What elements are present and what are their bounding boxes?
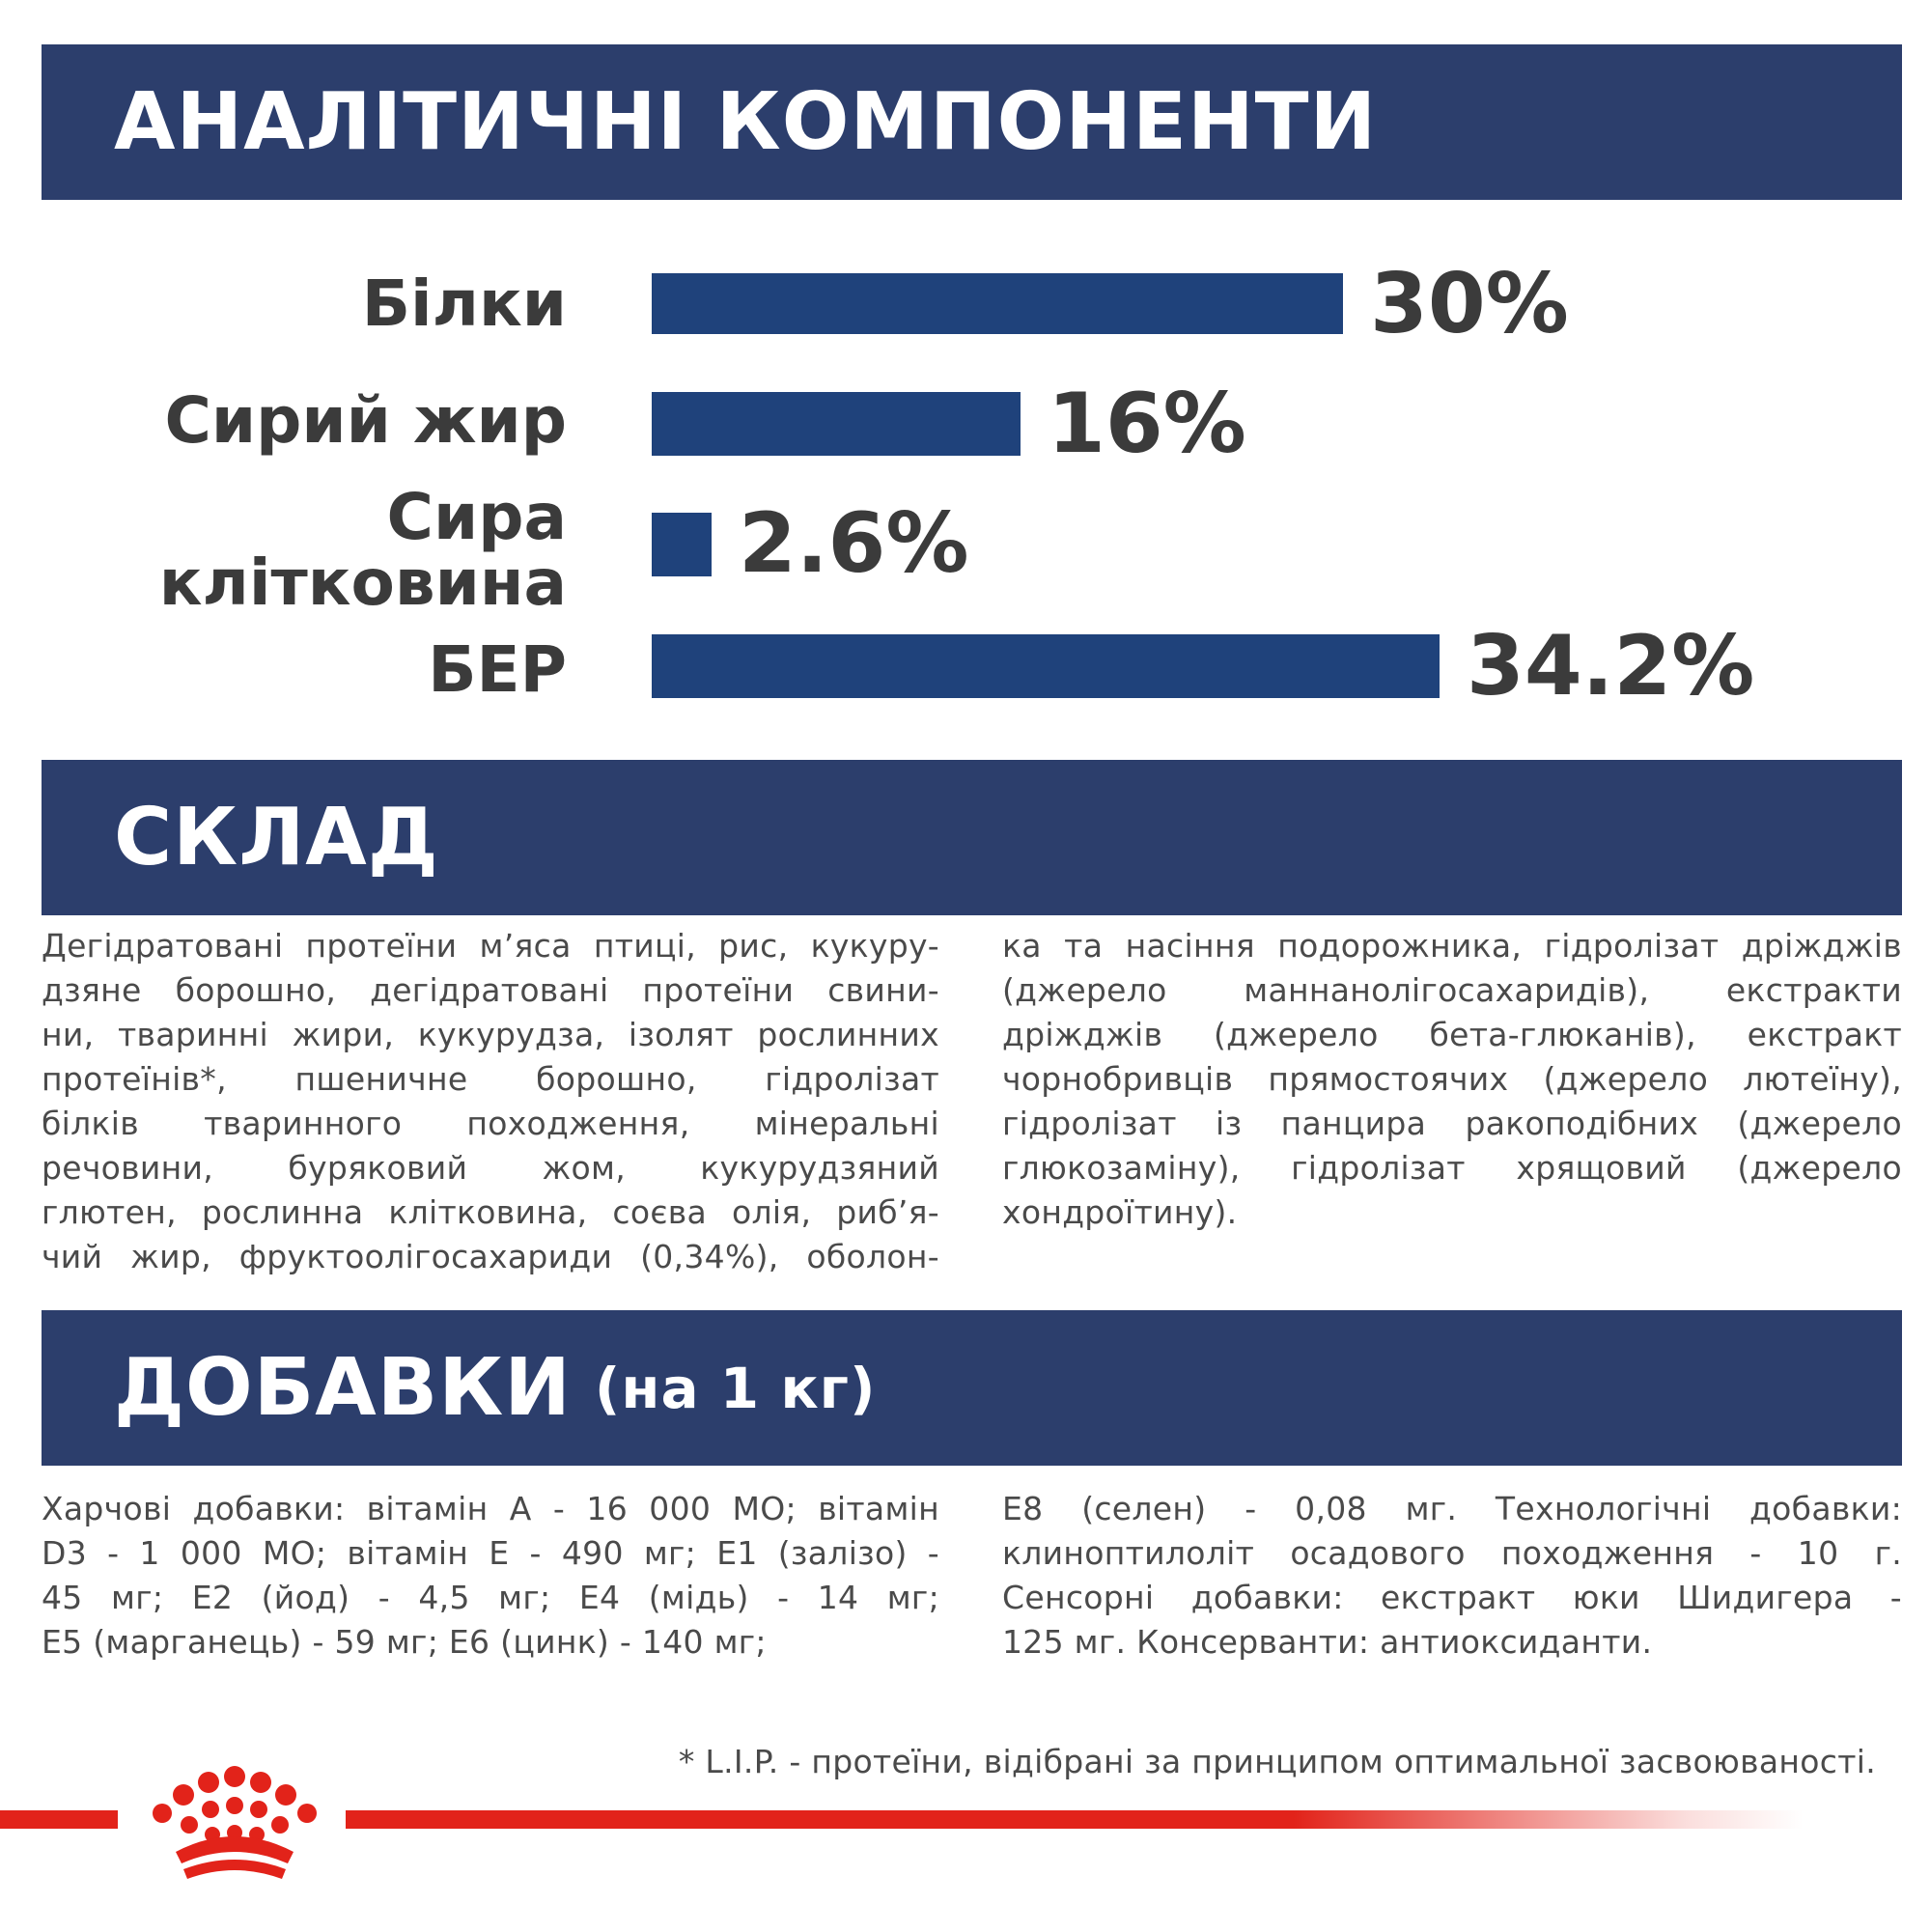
brand-line-right	[346, 1810, 1804, 1829]
text-line: дзяне борошно, дегідратовані протеїни св…	[42, 971, 939, 1009]
text-line: гідролізат із панцира ракоподібних (джер…	[1002, 1105, 1902, 1142]
footnote: * L.I.P. - протеїни, відібрані за принци…	[678, 1743, 1876, 1780]
text-line: протеїнів*, пшеничне борошно, гідролізат	[42, 1060, 939, 1098]
row-label-fat: Сирий жир	[164, 388, 567, 454]
text-line: ни, тваринні жири, кукурудза, ізолят рос…	[42, 1016, 939, 1053]
text-line: дріжджів (джерело бета-глюканів), екстра…	[1002, 1016, 1902, 1053]
composition-text-right: ка та насіння подорожника, гідролізат др…	[1002, 924, 1902, 1235]
crown-icon	[153, 1766, 317, 1879]
text-line: (джерело маннанолігосахаридів), екстракт…	[1002, 971, 1902, 1009]
additives-text-right: Е8 (селен) - 0,08 мг. Технологічні добав…	[1002, 1487, 1902, 1665]
text-line: чий жир, фруктоолігосахариди (0,34%), об…	[42, 1238, 939, 1275]
composition-text-left: Дегідратовані протеїни м’яса птиці, рис,…	[42, 924, 939, 1279]
text-line: глютен, рослинна клітковина, соєва олія,…	[42, 1193, 939, 1231]
text-line: хондроїтину).	[1002, 1193, 1238, 1231]
composition-title: СКЛАД	[114, 792, 439, 883]
row-label-line: Сира	[386, 480, 567, 554]
text-line: речовини, буряковий жом, кукурудзяний	[42, 1149, 939, 1187]
composition-header: СКЛАД	[42, 760, 1902, 915]
value-nfe: 34.2%	[1467, 618, 1755, 714]
text-line: Дегідратовані протеїни м’яса птиці, рис,…	[42, 927, 939, 965]
row-label-fiber: Сира клітковина	[159, 485, 567, 616]
text-line: D3 - 1 000 МО; вітамін Е - 490 мг; Е1 (з…	[42, 1534, 939, 1572]
text-line: Сенсорні добавки: екстракт юки Шидигера …	[1002, 1579, 1902, 1616]
text-line: клиноптилоліт осадового походження - 10 …	[1002, 1534, 1902, 1572]
row-label-line: Білки	[361, 266, 567, 341]
row-label-line: клітковина	[158, 546, 567, 620]
row-label-line: Сирий жир	[164, 383, 567, 458]
text-line: 45 мг; Е2 (йод) - 4,5 мг; Е4 (мідь) - 14…	[42, 1579, 939, 1616]
additives-subtitle: (на 1 кг)	[594, 1355, 877, 1421]
additives-text-left: Харчові добавки: вітамін А - 16 000 МО; …	[42, 1487, 939, 1665]
bar-fiber	[652, 513, 712, 576]
additives-title: ДОБАВКИ	[114, 1342, 572, 1434]
text-line: білків тваринного походження, мінеральні	[42, 1105, 939, 1142]
brand-line-left	[0, 1810, 118, 1829]
row-label-line: БЕР	[428, 632, 567, 707]
analytic-header: АНАЛІТИЧНІ КОМПОНЕНТИ	[42, 44, 1902, 200]
text-line: 125 мг. Консерванти: антиоксиданти.	[1002, 1623, 1653, 1661]
additives-header: ДОБАВКИ (на 1 кг)	[42, 1310, 1902, 1466]
text-line: Е5 (марганець) - 59 мг; Е6 (цинк) - 140 …	[42, 1623, 767, 1661]
row-label-nfe: БЕР	[428, 637, 567, 703]
text-line: ка та насіння подорожника, гідролізат др…	[1002, 927, 1902, 965]
bar-fat	[652, 392, 1021, 456]
text-line: глюкозаміну), гідролізат хрящовий (джере…	[1002, 1149, 1902, 1187]
text-line: чорнобривців прямостоячих (джерело лютеї…	[1002, 1060, 1902, 1098]
analytic-title: АНАЛІТИЧНІ КОМПОНЕНТИ	[114, 76, 1378, 168]
text-line: Харчові добавки: вітамін А - 16 000 МО; …	[42, 1490, 939, 1527]
text-line: Е8 (селен) - 0,08 мг. Технологічні добав…	[1002, 1490, 1902, 1527]
value-protein: 30%	[1370, 256, 1569, 352]
value-fiber: 2.6%	[739, 495, 969, 592]
bar-nfe	[652, 634, 1440, 698]
value-fat: 16%	[1048, 376, 1246, 472]
row-label-protein: Білки	[362, 271, 567, 337]
bar-protein	[652, 273, 1343, 334]
